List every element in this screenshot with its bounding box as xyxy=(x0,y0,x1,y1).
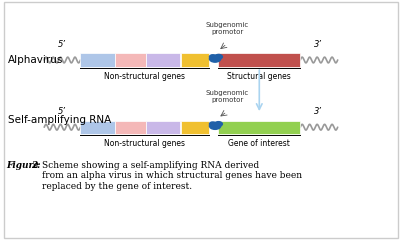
Text: 3’: 3’ xyxy=(313,107,321,116)
Bar xyxy=(146,121,180,134)
Bar xyxy=(181,54,209,67)
Bar xyxy=(115,54,145,67)
Bar xyxy=(217,54,300,67)
Text: 5’: 5’ xyxy=(58,107,66,116)
Text: Scheme showing a self-amplifying RNA derived
from an alpha virus in which struct: Scheme showing a self-amplifying RNA der… xyxy=(42,161,302,191)
Text: 5’: 5’ xyxy=(58,40,66,49)
Text: Self-amplifying RNA: Self-amplifying RNA xyxy=(8,115,111,125)
Text: 3’: 3’ xyxy=(313,40,321,49)
Circle shape xyxy=(214,122,222,126)
Text: 2:: 2: xyxy=(31,161,41,170)
Circle shape xyxy=(209,55,220,62)
Bar xyxy=(80,54,114,67)
Bar xyxy=(217,121,300,134)
Text: Subgenomic
promotor: Subgenomic promotor xyxy=(205,90,248,103)
Circle shape xyxy=(209,123,220,129)
Text: Non-structural genes: Non-structural genes xyxy=(104,72,185,81)
Text: Alphavirus: Alphavirus xyxy=(8,55,63,65)
Text: Subgenomic
promotor: Subgenomic promotor xyxy=(205,22,248,35)
Circle shape xyxy=(214,54,222,59)
Bar xyxy=(115,121,145,134)
Text: Structural genes: Structural genes xyxy=(227,72,290,81)
Bar xyxy=(181,121,209,134)
Text: Gene of interest: Gene of interest xyxy=(228,139,290,148)
Text: Non-structural genes: Non-structural genes xyxy=(104,139,185,148)
Text: Figure: Figure xyxy=(6,161,39,170)
Bar xyxy=(80,121,114,134)
Circle shape xyxy=(209,122,216,126)
Circle shape xyxy=(209,55,216,59)
Bar xyxy=(146,54,180,67)
